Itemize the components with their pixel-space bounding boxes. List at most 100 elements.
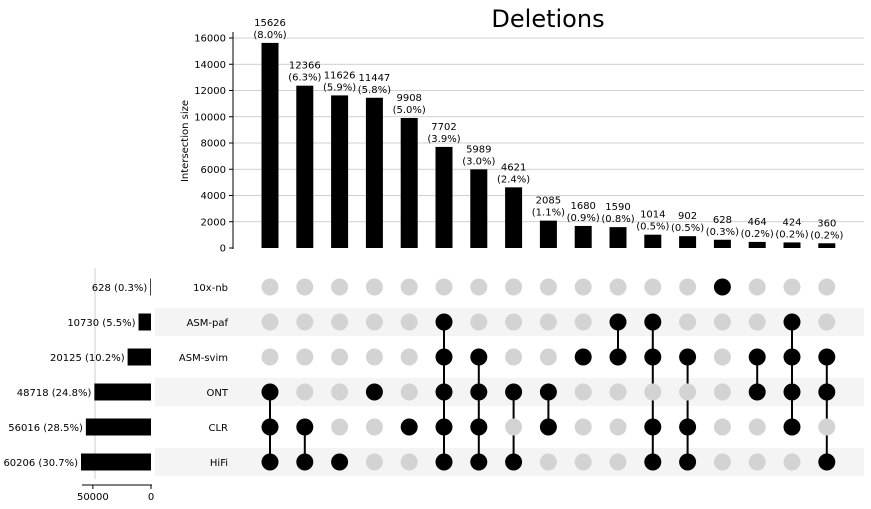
matrix-dot-empty [400, 348, 418, 366]
matrix-dot-empty [365, 348, 383, 366]
matrix-dot-empty [365, 453, 383, 471]
matrix-dot-empty [818, 418, 836, 436]
y-tick-label: 4000 [201, 191, 226, 202]
matrix-dot-filled [261, 418, 279, 436]
bar-value-label: 628 [713, 215, 732, 226]
gridlines [233, 37, 864, 223]
matrix-dot-empty [331, 313, 349, 331]
matrix-dot-filled [783, 313, 801, 331]
matrix-dot-filled [644, 348, 662, 366]
bar-value-label: 11447 [358, 73, 390, 84]
matrix-dot-filled [296, 453, 314, 471]
matrix-dot-empty [331, 348, 349, 366]
bar-value-label: 902 [678, 211, 697, 222]
matrix-dot-empty [539, 453, 557, 471]
set-size-bar [81, 453, 151, 471]
matrix-dot-filled [400, 418, 418, 436]
bar-value-label: 12366 [289, 61, 321, 72]
matrix-dot-filled [644, 453, 662, 471]
membership-matrix [261, 278, 836, 471]
matrix-dot-filled [679, 418, 697, 436]
matrix-dot-filled [783, 383, 801, 401]
matrix-dot-filled [470, 383, 488, 401]
y-tick-label: 16000 [194, 34, 226, 45]
matrix-dot-empty [505, 348, 523, 366]
matrix-dot-empty [783, 278, 801, 296]
intersection-bar [331, 95, 349, 248]
matrix-dot-empty [505, 418, 523, 436]
matrix-dot-empty [574, 278, 592, 296]
set-size-label: 56016 (28.5%) [8, 423, 83, 434]
bar-value-label: 5989 [466, 144, 491, 155]
bar-percent-label: (0.9%) [567, 213, 600, 224]
matrix-dot-empty [748, 418, 766, 436]
matrix-dot-empty [505, 313, 523, 331]
matrix-dot-filled [609, 313, 627, 331]
matrix-dot-empty [818, 313, 836, 331]
matrix-dot-filled [470, 418, 488, 436]
matrix-dot-filled [818, 383, 836, 401]
matrix-dot-filled [644, 313, 662, 331]
matrix-dot-empty [331, 278, 349, 296]
bar-value-label: 9908 [396, 93, 421, 104]
matrix-dot-empty [400, 383, 418, 401]
set-size-tick-label: 50000 [77, 492, 109, 503]
matrix-dot-empty [539, 278, 557, 296]
bar-labels: 15626(8.0%)12366(6.3%) 11626(5.9%)11447(5… [253, 18, 843, 241]
matrix-dot-empty [505, 278, 523, 296]
bar-percent-label: (0.8%) [601, 214, 634, 225]
intersection-bar [261, 42, 279, 248]
matrix-dot-empty [644, 278, 662, 296]
matrix-dot-empty [679, 313, 697, 331]
matrix-dot-empty [296, 383, 314, 401]
intersection-bars [261, 42, 836, 249]
set-name-label: ASM-svim [179, 353, 228, 364]
matrix-dot-empty [713, 383, 731, 401]
bar-percent-label: (2.4%) [497, 174, 530, 185]
matrix-dot-filled [818, 348, 836, 366]
intersection-bar [435, 146, 453, 248]
set-size-bar [85, 418, 151, 436]
bar-value-label: 1014 [640, 210, 665, 221]
bar-percent-label: (6.3%) [288, 73, 321, 84]
matrix-dot-empty [261, 313, 279, 331]
matrix-dot-filled [539, 383, 557, 401]
bar-value-label: 424 [782, 217, 801, 228]
matrix-dot-filled [365, 383, 383, 401]
matrix-dot-filled [713, 278, 731, 296]
matrix-dot-filled [505, 383, 523, 401]
matrix-dot-empty [574, 313, 592, 331]
matrix-dot-filled [679, 453, 697, 471]
bar-percent-label: (5.0%) [393, 105, 426, 116]
matrix-dot-empty [713, 348, 731, 366]
matrix-dot-empty [261, 348, 279, 366]
matrix-dot-empty [679, 278, 697, 296]
set-size-label: 10730 (5.5%) [67, 318, 135, 329]
matrix-dot-filled [261, 383, 279, 401]
matrix-dot-filled [783, 348, 801, 366]
matrix-dot-empty [574, 383, 592, 401]
bar-percent-label: (5.8%) [358, 85, 391, 96]
matrix-dot-empty [539, 348, 557, 366]
intersection-bar [400, 117, 418, 249]
matrix-dot-empty [818, 278, 836, 296]
set-size-bar [94, 383, 151, 401]
matrix-dot-empty [748, 313, 766, 331]
y-tick-label: 2000 [201, 217, 226, 228]
set-size-label: 628 (0.3%) [92, 283, 148, 294]
matrix-dot-empty [331, 418, 349, 436]
matrix-dot-empty [783, 453, 801, 471]
bar-value-label: 7702 [431, 122, 456, 133]
matrix-dot-empty [365, 418, 383, 436]
matrix-dot-empty [365, 313, 383, 331]
intersection-bar [679, 236, 697, 248]
y-tick-label: 14000 [194, 60, 226, 71]
y-tick-label: 0 [220, 244, 226, 255]
matrix-dot-empty [748, 453, 766, 471]
bar-value-label: 464 [748, 217, 767, 228]
matrix-dot-empty [470, 313, 488, 331]
set-size-label: 20125 (10.2%) [50, 353, 125, 364]
matrix-dot-empty [296, 278, 314, 296]
matrix-dot-empty [713, 313, 731, 331]
